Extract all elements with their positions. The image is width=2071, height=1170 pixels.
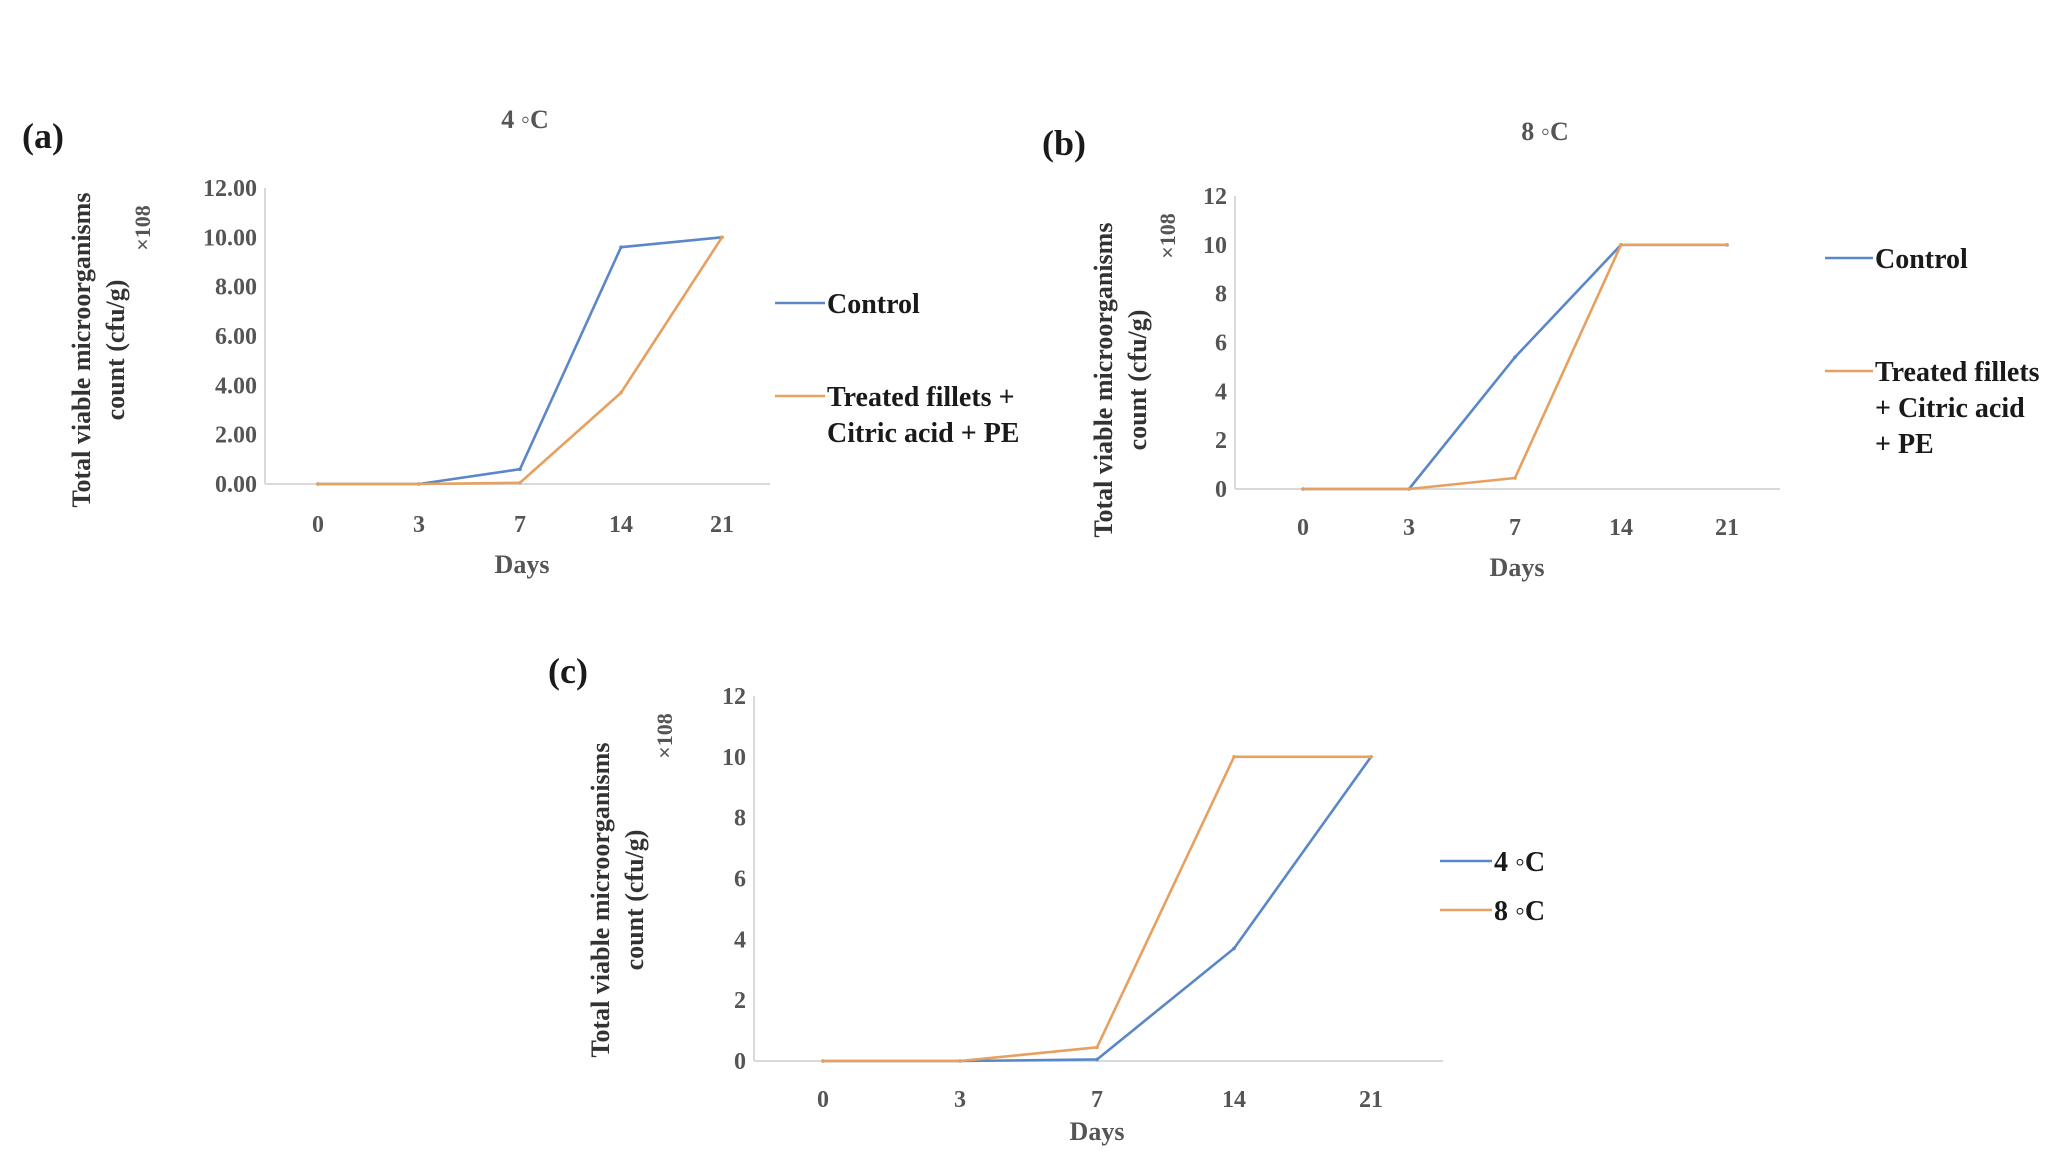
data-point xyxy=(1232,755,1236,759)
y-axis-label-line1: Total viable microorganisms xyxy=(67,193,96,508)
y-tick-label: 8 xyxy=(734,806,746,832)
y-axis-unit: ×108 xyxy=(652,713,677,759)
y-tick-label: 6.00 xyxy=(215,324,257,350)
legend-label: Treated fillets xyxy=(1875,357,2040,388)
x-tick-label: 3 xyxy=(954,1087,966,1113)
series-line-1 xyxy=(318,236,724,486)
series-line-0 xyxy=(318,236,723,486)
x-tick-label: 21 xyxy=(1715,515,1739,541)
y-tick-label: 8 xyxy=(1215,282,1227,308)
y-tick-label: 12.00 xyxy=(203,176,257,202)
x-tick-label: 14 xyxy=(1222,1087,1246,1113)
y-tick-label: 2.00 xyxy=(215,423,257,449)
data-point xyxy=(1095,1045,1099,1050)
y-tick-label: 4 xyxy=(734,927,746,953)
chart-panel-c: (c) 0 2 4 6 8 10 12 0 3 7 14 21 Days Total viable micr… xyxy=(548,651,1545,1146)
x-tick-label: 7 xyxy=(1091,1087,1103,1113)
x-tick-label: 21 xyxy=(1359,1087,1383,1113)
legend-label: 4 ◦C xyxy=(1494,847,1545,878)
x-axis-label: Days xyxy=(1490,553,1545,582)
legend-label: 8 ◦C xyxy=(1494,896,1545,927)
data-point xyxy=(1619,243,1623,247)
x-tick-label: 14 xyxy=(609,512,633,538)
y-axis-unit: ×108 xyxy=(130,205,155,251)
y-tick-label: 0.00 xyxy=(215,472,257,498)
chart-panel-b: (b) 8 ◦C 0 2 4 6 8 10 12 0 3 7 14 21 Days Total viable … xyxy=(1042,117,2040,582)
y-tick-label: 10 xyxy=(722,745,746,771)
y-tick-label: 0 xyxy=(1215,477,1227,503)
x-tick-label: 7 xyxy=(514,512,526,538)
data-point xyxy=(1513,355,1517,359)
series-line-1 xyxy=(823,755,1371,1063)
panel-label: (b) xyxy=(1042,123,1086,163)
legend-label: Citric acid + PE xyxy=(827,418,1019,449)
x-tick-label: 14 xyxy=(1609,515,1633,541)
data-point xyxy=(1513,476,1517,480)
chart-panel-a: (a) 4 ◦C 0.00 2.00 4.00 6.00 8.00 10.00 12.00 0 3 7… xyxy=(22,105,1019,579)
x-tick-label: 21 xyxy=(710,512,734,538)
y-axis-label-line1: Total viable microorganisms xyxy=(1089,223,1118,538)
data-point xyxy=(417,482,421,486)
y-axis-label-line2: count (cfu/g) xyxy=(1123,310,1152,451)
y-axis-label-line2: count (cfu/g) xyxy=(101,280,130,421)
data-point xyxy=(1095,1057,1099,1062)
y-tick-label: 8.00 xyxy=(215,275,257,301)
data-point xyxy=(958,1059,962,1063)
x-tick-label: 3 xyxy=(1403,515,1415,541)
y-axis-label-line2: count (cfu/g) xyxy=(620,830,649,971)
chart-title: 8 ◦C xyxy=(1521,117,1569,146)
legend-label: + PE xyxy=(1875,429,1934,460)
legend-label: Control xyxy=(827,289,920,320)
x-tick-label: 3 xyxy=(413,512,425,538)
chart-title: 4 ◦C xyxy=(501,105,549,134)
y-tick-label: 12 xyxy=(722,684,746,710)
y-tick-label: 0 xyxy=(734,1049,746,1075)
data-point xyxy=(1369,755,1373,759)
y-tick-label: 2 xyxy=(734,988,746,1014)
x-tick-label: 0 xyxy=(1297,515,1309,541)
y-tick-label: 6 xyxy=(1215,331,1227,357)
y-tick-label: 4 xyxy=(1215,379,1227,405)
x-tick-label: 0 xyxy=(817,1087,829,1113)
x-axis-label: Days xyxy=(1070,1117,1125,1146)
data-point xyxy=(1301,487,1305,491)
data-point xyxy=(619,245,623,249)
y-tick-label: 12 xyxy=(1203,184,1227,210)
data-point xyxy=(720,235,724,240)
y-tick-label: 6 xyxy=(734,867,746,893)
y-tick-label: 4.00 xyxy=(215,373,257,399)
data-point xyxy=(316,482,320,486)
data-point xyxy=(518,467,522,472)
panel-label: (c) xyxy=(548,651,588,691)
series-line-1 xyxy=(1303,243,1727,491)
data-point xyxy=(518,480,522,485)
panel-label: (a) xyxy=(22,116,64,156)
series-line-0 xyxy=(1303,243,1727,491)
x-axis-label: Days xyxy=(495,550,550,579)
y-axis-unit: ×108 xyxy=(1155,213,1180,259)
legend-label: Control xyxy=(1875,244,1968,275)
x-tick-label: 0 xyxy=(312,512,324,538)
y-axis-label-line1: Total viable microorganisms xyxy=(586,743,615,1058)
y-tick-label: 2 xyxy=(1215,428,1227,454)
y-tick-label: 10 xyxy=(1203,233,1227,259)
legend-label: + Citric acid xyxy=(1875,393,2025,424)
series-line-0 xyxy=(823,756,1373,1063)
legend-label: Treated fillets + xyxy=(827,382,1015,413)
data-point xyxy=(821,1059,825,1063)
y-tick-label: 10.00 xyxy=(203,225,257,251)
data-point xyxy=(1232,946,1236,951)
x-tick-label: 7 xyxy=(1509,515,1521,541)
data-point xyxy=(1725,243,1729,247)
data-point xyxy=(1407,487,1411,491)
data-point xyxy=(619,390,623,395)
